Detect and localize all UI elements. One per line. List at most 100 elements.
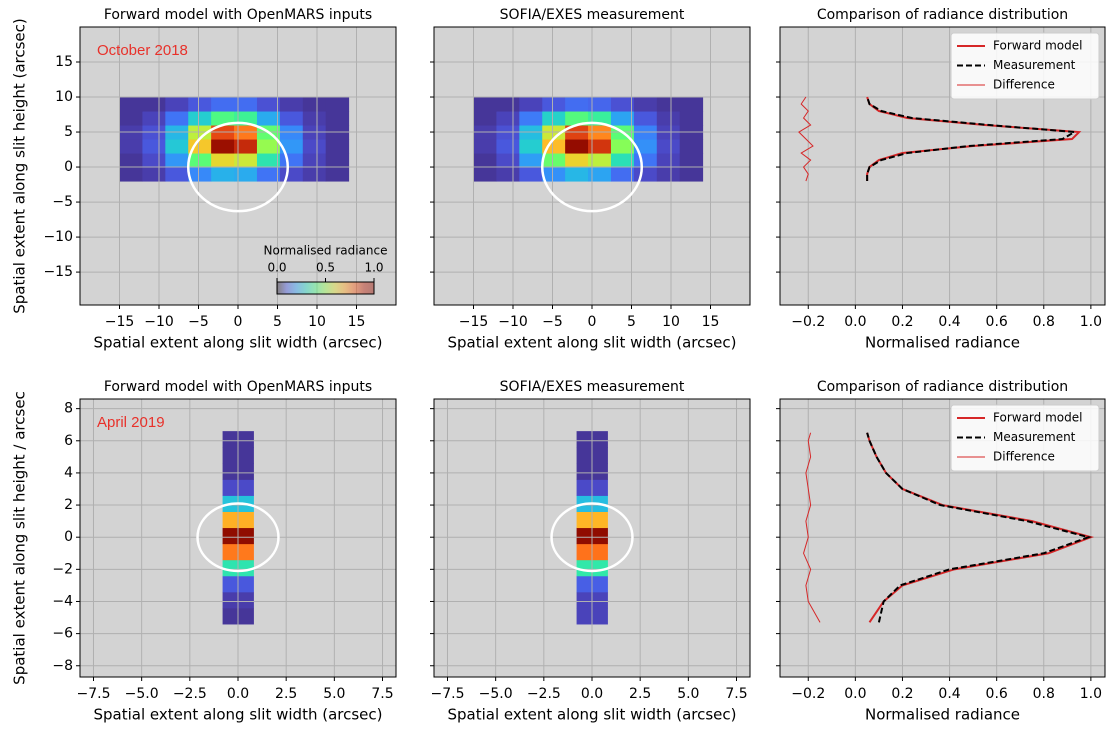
x-tick-label: 10 [308,314,326,330]
x-tick-label: 5.0 [677,686,699,702]
heatmap-cell [279,139,304,154]
heatmap-cell [256,153,281,168]
x-axis-label: Spatial extent along slit width (arcsec) [93,334,382,352]
heatmap-cell [588,97,612,112]
line-series [798,96,814,182]
heatmap-cell [188,97,212,112]
heatmap-cell [542,111,566,126]
x-tick-label: 5 [627,314,636,330]
grid [434,399,750,677]
heatmap-cell [234,167,258,182]
x-tick-label: −5.0 [125,686,159,702]
heatmap-cell [119,139,143,154]
heatmap-cell [542,97,566,112]
legend-box [950,404,1100,472]
x-tick-label: 15 [702,314,720,330]
x-tick-label: 10 [662,314,680,330]
heatmap-cell [119,97,143,112]
panel: −15 −10 −5 0 5 10 15 −15 −10 −5 0 5 10 15 Forward mode… [11,7,397,352]
heatmap-cell [496,167,520,182]
heatmap-cell [496,111,520,126]
x-tick-label: 0.8 [1033,686,1055,702]
x-tick-label: 5 [273,314,282,330]
colorbar-label: Normalised radiance [264,244,388,258]
panel: −7.5 −5.0 −2.5 0.0 2.5 5.0 7.5 SOFIA/EXES measu… [430,379,751,724]
legend: Forward model Measurement Difference [950,32,1100,100]
heatmap-cell [279,167,304,182]
heatmap-cell [302,139,327,154]
legend-label: Forward model [993,39,1082,53]
y-tick-label: −6 [52,626,73,642]
panel-title: Comparison of radiance distribution [817,7,1068,23]
heatmap-cell [496,139,520,154]
heatmap-cell [165,97,189,112]
heatmap-cell [302,167,327,182]
plot-frame [779,398,1106,678]
x-tick-label: −5.0 [479,686,513,702]
x-tick-label: −5 [188,314,209,330]
x-tick-label: −10 [498,314,528,330]
heatmap-cell [142,97,166,112]
heatmap-cell [542,139,566,154]
x-tick-label: −7.5 [76,686,110,702]
colorbar-tick-label: 0.5 [316,261,335,275]
heatmap-cell [211,97,235,112]
heatmap-cell [473,167,497,182]
heatmap-cell [165,153,189,168]
heatmap-cell [211,111,235,126]
panel: Forward model Measurement Difference −0.2 0.… [776,379,1106,724]
x-tick-label: 7.5 [371,686,393,702]
heatmap-cell [656,97,681,112]
plot-area [434,399,750,677]
heatmap-cell [188,167,212,182]
heatmap-cell [565,167,589,182]
heatmap-cell [473,153,497,168]
y-tick-label: 15 [55,54,73,70]
plot-area [80,399,396,677]
heatmap-cell [519,111,543,126]
heatmap-cell [633,111,658,126]
line-series [866,432,1092,623]
heatmap-cell [211,139,235,154]
line-series [803,432,821,623]
y-tick-label: 2 [64,497,73,513]
x-tick-label: 7.5 [725,686,747,702]
y-tick-label: −5 [52,194,73,210]
panel-title: Forward model with OpenMARS inputs [104,7,372,23]
heatmap-cell [542,153,566,168]
x-tick-label: 0.0 [581,686,603,702]
heatmap-cell [610,153,635,168]
heatmap-cell [302,111,327,126]
legend-label: Difference [993,450,1055,464]
heatmap-cell [633,153,658,168]
heatmap-cell [679,153,704,168]
heatmap-cell [610,167,635,182]
x-tick-label: 0.6 [986,686,1008,702]
heatmap-cell [656,111,681,126]
heatmap-cell [142,167,166,182]
x-tick-label: 0.0 [227,686,249,702]
heatmap-cell [325,97,350,112]
x-axis-label: Spatial extent along slit width (arcsec) [447,706,736,724]
panel-title: SOFIA/EXES measurement [500,7,685,23]
x-axis-label: Spatial extent along slit width (arcsec) [447,334,736,352]
heatmap-cell [279,111,304,126]
x-tick-label: −5 [542,314,563,330]
x-tick-label: 0.6 [986,314,1008,330]
heatmap-cell [565,139,589,154]
heatmap-cell [588,153,612,168]
heatmap-cell [473,97,497,112]
x-tick-label: −2.5 [173,686,207,702]
plot-frame [779,26,1106,306]
heatmap-cell [519,167,543,182]
colorbar [276,281,375,295]
heatmap-cell [256,97,281,112]
panel-title: Comparison of radiance distribution [817,379,1068,395]
x-tick-label: 0.8 [1033,314,1055,330]
x-tick-label: 0.0 [844,686,866,702]
planet-disk [540,121,644,213]
heatmap-cell [234,153,258,168]
heatmap-cell [519,139,543,154]
x-tick-label: 0.2 [891,314,913,330]
grid [80,27,396,305]
